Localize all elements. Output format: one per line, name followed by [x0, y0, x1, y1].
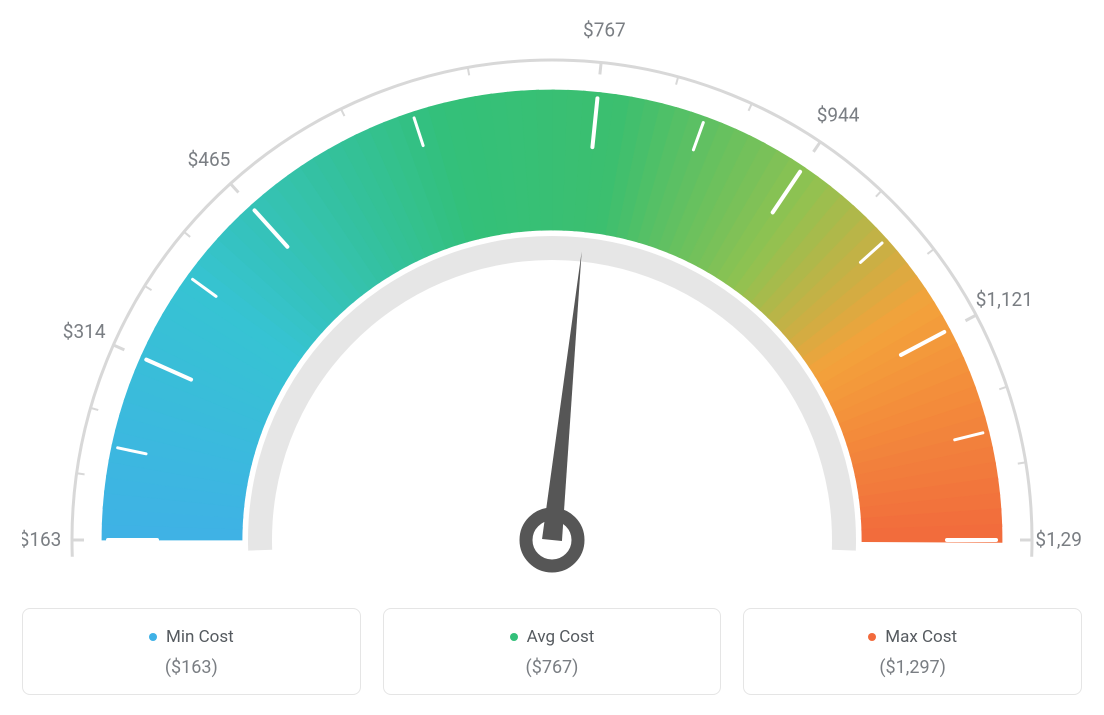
legend-row: Min Cost ($163) Avg Cost ($767) Max Cost ($1,… — [22, 608, 1082, 695]
legend-label: Max Cost — [885, 627, 957, 647]
legend-label-row: Avg Cost — [396, 627, 709, 647]
tick-label: $1,121 — [976, 288, 1033, 311]
gauge-svg: $163 $314 $465 $767 $944 $1,121 $1,297 — [22, 20, 1082, 580]
outer-minor-tick — [676, 77, 678, 85]
outer-minor-tick — [468, 67, 469, 75]
tick-label: $944 — [817, 103, 860, 126]
legend-value: ($767) — [396, 657, 709, 678]
outer-minor-tick — [749, 104, 752, 111]
tick-label: $1,297 — [1035, 528, 1082, 551]
outer-tick — [813, 142, 820, 152]
tick-label: $767 — [583, 20, 626, 42]
outer-minor-tick — [341, 109, 345, 116]
outer-tick — [965, 315, 976, 321]
legend-dot — [149, 633, 157, 641]
outer-tick — [113, 345, 124, 350]
legend-label: Avg Cost — [527, 627, 595, 647]
legend-dot — [510, 633, 518, 641]
outer-minor-tick — [145, 286, 152, 290]
legend-card: Min Cost ($163) — [22, 608, 361, 695]
tick-label: $314 — [63, 320, 106, 343]
legend-value: ($1,297) — [756, 657, 1069, 678]
outer-minor-tick — [927, 249, 933, 254]
outer-minor-tick — [999, 387, 1007, 390]
outer-minor-tick — [876, 191, 881, 197]
outer-minor-tick — [1018, 462, 1026, 463]
outer-minor-tick — [184, 232, 190, 237]
needle — [542, 252, 582, 542]
tick-label: $163 — [22, 528, 61, 551]
tick-label: $465 — [188, 148, 231, 171]
outer-tick — [600, 63, 601, 75]
legend-card: Max Cost ($1,297) — [743, 608, 1082, 695]
legend-dot — [868, 633, 876, 641]
legend-label: Min Cost — [166, 627, 234, 647]
legend-card: Avg Cost ($767) — [383, 608, 722, 695]
gauge-chart: $163 $314 $465 $767 $944 $1,121 $1,297 — [22, 20, 1082, 580]
outer-minor-tick — [91, 408, 99, 410]
legend-label-row: Max Cost — [756, 627, 1069, 647]
legend-label-row: Min Cost — [35, 627, 348, 647]
outer-minor-tick — [77, 473, 85, 474]
outer-tick — [230, 184, 238, 193]
legend-value: ($163) — [35, 657, 348, 678]
